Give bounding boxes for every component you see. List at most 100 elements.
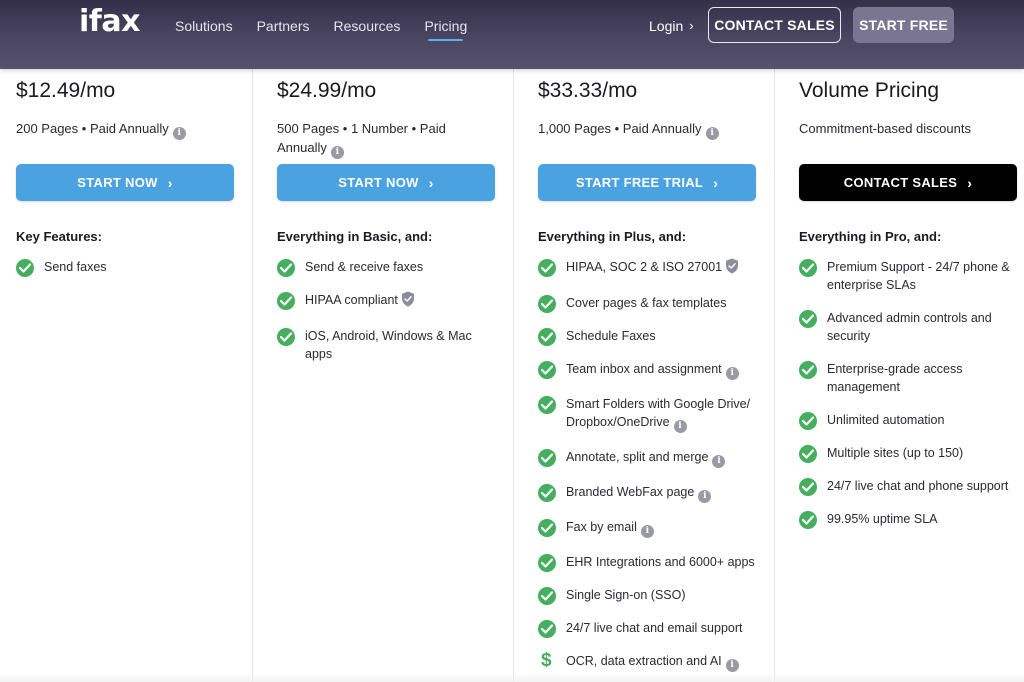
feature-text: EHR Integrations and 6000+ apps — [566, 555, 755, 569]
feature-item: $ OCR, data extraction and AI i — [538, 651, 763, 672]
plan-basic: $12.49/mo 200 Pages • Paid Annually i STA… — [0, 69, 253, 682]
plan-cta-button[interactable]: CONTACT SALES › — [799, 164, 1017, 201]
plan-price: $24.99/mo — [277, 79, 377, 102]
feature-text: Advanced admin controls and security — [827, 311, 992, 343]
plan-pro: $33.33/mo 1,000 Pages • Paid Annually i S… — [514, 69, 775, 682]
feature-item: Branded WebFax page i — [538, 483, 763, 503]
check-icon — [277, 328, 295, 346]
feature-text: OCR, data extraction and AI — [566, 654, 722, 668]
plan-price: $12.49/mo — [16, 79, 116, 102]
plan-subtitle: 1,000 Pages • Paid Annually i — [538, 119, 743, 140]
nav-solutions[interactable]: Solutions — [175, 18, 233, 34]
login-label: Login — [649, 18, 684, 34]
info-icon[interactable]: i — [725, 659, 739, 672]
nav-resources[interactable]: Resources — [333, 18, 401, 34]
check-icon — [538, 328, 556, 346]
check-icon — [799, 361, 817, 379]
feature-text: Team inbox and assignment — [566, 362, 722, 376]
feature-item: Multiple sites (up to 150) — [799, 444, 1021, 463]
feature-item: iOS, Android, Windows & Mac apps — [277, 327, 487, 363]
feature-text: HIPAA compliant — [305, 293, 398, 307]
check-icon — [277, 292, 295, 310]
login-link[interactable]: Login › — [649, 17, 694, 35]
feature-item: Annotate, split and merge i — [538, 448, 763, 468]
check-icon — [538, 620, 556, 638]
feature-text: Premium Support - 24/7 phone & enterpris… — [827, 260, 1010, 292]
plan-subtitle-text: 500 Pages • 1 Number • Paid Annually — [277, 121, 446, 155]
plan-subtitle-text: Commitment-based discounts — [799, 121, 971, 136]
chevron-right-icon: › — [428, 174, 434, 191]
plan-subtitle: Commitment-based discounts — [799, 119, 1019, 138]
check-icon — [538, 295, 556, 313]
cta-label: CONTACT SALES — [843, 175, 958, 190]
check-icon — [799, 412, 817, 430]
feature-text: Schedule Faxes — [566, 329, 656, 343]
info-icon[interactable]: i — [698, 490, 712, 503]
check-icon — [538, 554, 556, 572]
feature-text: Cover pages & fax templates — [566, 296, 727, 310]
feature-item: Send faxes — [16, 258, 246, 277]
chevron-right-icon: › — [167, 174, 173, 191]
feature-item: Smart Folders with Google Drive/ Dropbox… — [538, 395, 763, 433]
plan-cta-button[interactable]: START NOW › — [277, 164, 495, 201]
feature-item: 24/7 live chat and email support — [538, 619, 763, 638]
features-heading: Key Features: — [16, 229, 102, 244]
plan-cta-button[interactable]: START FREE TRIAL › — [538, 164, 756, 201]
cta-label: START NOW — [77, 175, 158, 190]
feature-text: 24/7 live chat and phone support — [827, 479, 1009, 493]
feature-item: 99.95% uptime SLA — [799, 510, 1021, 529]
feature-list: Send faxes — [16, 258, 246, 291]
feature-item: Cover pages & fax templates — [538, 294, 763, 313]
plan-subtitle: 200 Pages • Paid Annually i — [16, 119, 221, 140]
feature-item: Enterprise-grade access management — [799, 360, 1021, 396]
cta-label: START FREE TRIAL — [575, 175, 704, 190]
check-icon — [799, 259, 817, 277]
feature-item: 24/7 live chat and phone support — [799, 477, 1021, 496]
feature-item: EHR Integrations and 6000+ apps — [538, 553, 763, 572]
plan-enterprise: Volume Pricing Commitment-based discount… — [775, 69, 1024, 682]
shield-icon — [401, 291, 415, 312]
check-icon — [538, 587, 556, 605]
ifax-logo[interactable]: ifax — [79, 4, 140, 39]
start-free-button[interactable]: START FREE — [853, 7, 954, 43]
check-icon — [277, 259, 295, 277]
top-navbar: ifax Solutions Partners Resources Pricin… — [0, 0, 1024, 69]
info-icon[interactable]: i — [673, 420, 687, 433]
feature-item: Team inbox and assignment i — [538, 360, 763, 380]
feature-text: Multiple sites (up to 150) — [827, 446, 964, 460]
plan-subtitle: 500 Pages • 1 Number • Paid Annually i — [277, 119, 467, 159]
check-icon — [799, 511, 817, 529]
feature-text: 99.95% uptime SLA — [827, 512, 938, 526]
info-icon[interactable]: i — [330, 146, 344, 159]
feature-item: HIPAA compliant — [277, 291, 487, 312]
check-icon — [799, 478, 817, 496]
feature-list: Premium Support - 24/7 phone & enterpris… — [799, 258, 1021, 543]
feature-item: HIPAA, SOC 2 & ISO 27001 — [538, 258, 763, 279]
main-nav: Solutions Partners Resources Pricing — [175, 17, 491, 41]
info-icon[interactable]: i — [712, 455, 726, 468]
info-icon[interactable]: i — [640, 525, 654, 538]
nav-partners[interactable]: Partners — [256, 18, 310, 34]
nav-pricing[interactable]: Pricing — [424, 18, 468, 41]
plan-subtitle-text: 200 Pages • Paid Annually — [16, 121, 169, 136]
feature-item: Schedule Faxes — [538, 327, 763, 346]
chevron-right-icon: › — [713, 174, 719, 191]
plan-cta-button[interactable]: START NOW › — [16, 164, 234, 201]
contact-sales-button[interactable]: CONTACT SALES — [708, 7, 841, 43]
check-icon — [538, 519, 556, 537]
check-icon — [538, 484, 556, 502]
plan-price: Volume Pricing — [799, 79, 940, 102]
feature-list: HIPAA, SOC 2 & ISO 27001 Cover pages & fa… — [538, 258, 763, 682]
check-icon — [538, 361, 556, 379]
plan-subtitle-text: 1,000 Pages • Paid Annually — [538, 121, 702, 136]
feature-text: Smart Folders with Google Drive/ Dropbox… — [566, 397, 751, 429]
info-icon[interactable]: i — [172, 127, 186, 140]
feature-text: HIPAA, SOC 2 & ISO 27001 — [566, 260, 723, 274]
info-icon[interactable]: i — [705, 127, 719, 140]
feature-item: Unlimited automation — [799, 411, 1021, 430]
feature-text: Send faxes — [44, 260, 107, 274]
plan-price: $33.33/mo — [538, 79, 638, 102]
feature-item: Send & receive faxes — [277, 258, 487, 277]
info-icon[interactable]: i — [725, 367, 739, 380]
feature-text: Branded WebFax page — [566, 485, 695, 499]
